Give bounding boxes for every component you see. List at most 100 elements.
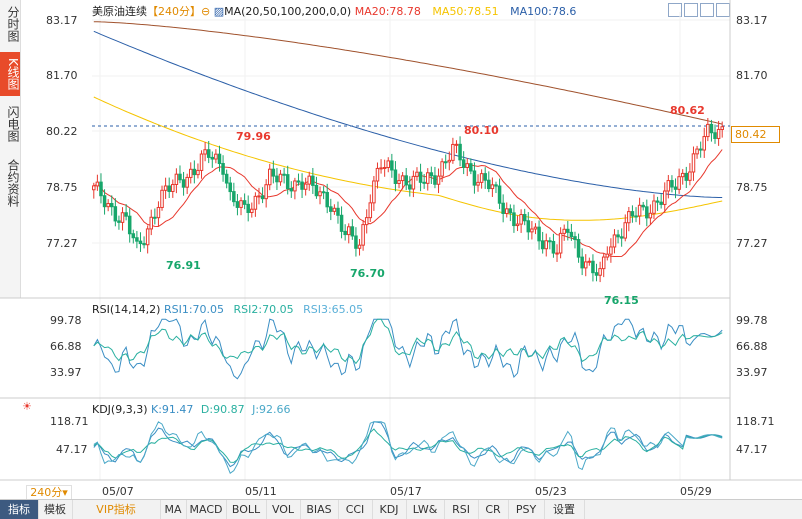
tab-lightning[interactable]: 闪电图: [6, 106, 20, 142]
candle-body: [465, 163, 470, 168]
ma-label[interactable]: MA(20,50,100,200,0,0): [224, 5, 352, 18]
candle-body: [393, 169, 398, 184]
toolbar-rsi[interactable]: RSI: [444, 500, 479, 519]
period-selector-label: 240分: [30, 486, 63, 499]
candle-body: [160, 189, 164, 208]
candle-body: [307, 175, 312, 185]
candle-body: [433, 175, 437, 185]
candle-body: [332, 207, 337, 212]
candle-body: [386, 160, 391, 168]
x-tick-3: 05/23: [535, 485, 567, 498]
candle-body: [336, 207, 340, 216]
tab-timeshare[interactable]: 分时图: [6, 6, 20, 42]
candle-body: [530, 228, 534, 233]
ma200-line: [93, 21, 723, 125]
candle-body: [214, 153, 218, 160]
candle-body: [472, 170, 477, 186]
toolbar-template[interactable]: 模板: [38, 500, 73, 519]
zoom-in-icon[interactable]: [684, 3, 698, 17]
candle-body: [131, 233, 136, 239]
move-icon[interactable]: [668, 3, 682, 17]
instrument-title: 美原油连续: [92, 5, 147, 18]
candle-body: [598, 268, 602, 276]
candle-body: [555, 252, 559, 255]
settings-sun-icon[interactable]: ☀: [22, 400, 32, 413]
rsi3-label: RSI3:65.05: [303, 303, 364, 316]
candle-body: [142, 243, 146, 246]
zoom-out-icon[interactable]: [700, 3, 714, 17]
candle-body: [382, 166, 387, 169]
toolbar-vol[interactable]: VOL: [266, 500, 301, 519]
chart-legend: 美原油连续【240分】⊖ ▨MA(20,50,100,200,0,0) MA20…: [92, 3, 576, 19]
toolbar-boll[interactable]: BOLL: [226, 500, 267, 519]
ma-settings-icon[interactable]: ⊖: [201, 5, 211, 18]
candle-body: [695, 148, 699, 155]
candle-body: [99, 181, 103, 197]
candle-body: [652, 200, 656, 214]
tab-kline[interactable]: K线图: [0, 52, 20, 96]
candle-body: [713, 132, 717, 139]
candle-body: [655, 200, 660, 203]
candle-body: [264, 184, 268, 200]
candle-body: [181, 179, 186, 188]
toolbar-cr[interactable]: CR: [478, 500, 509, 519]
candle-body: [415, 171, 419, 177]
price-annotations: 79.96 80.10 80.62 76.91 76.70 76.15: [166, 104, 705, 307]
candle-body: [167, 185, 171, 192]
tab-contract-info[interactable]: 合约资料: [6, 159, 20, 207]
candle-body: [408, 184, 412, 190]
candle-body: [397, 180, 401, 184]
candle-body: [609, 246, 613, 255]
candle-body: [670, 180, 674, 188]
candle-body: [404, 175, 408, 186]
toolbar-ma[interactable]: MA: [160, 500, 187, 519]
toolbar-kdj[interactable]: KDJ: [372, 500, 407, 519]
period-label: 【240分】: [147, 5, 201, 18]
candle-body: [519, 214, 523, 225]
kdj-tick-left-0: 118.71: [50, 415, 89, 428]
ma20-label: MA20:78.78: [354, 5, 421, 18]
candle-body: [522, 214, 527, 222]
kdj-legend: KDJ(9,3,3) K:91.47 D:90.87 J:92.66: [92, 403, 291, 416]
toolbar-settings[interactable]: 设置: [544, 500, 585, 519]
candle-body: [469, 163, 473, 172]
toolbar-lwr[interactable]: LW&: [406, 500, 445, 519]
candle-body: [483, 173, 487, 181]
candle-body: [512, 212, 516, 227]
toolbar-macd[interactable]: MACD: [186, 500, 227, 519]
candle-body: [372, 180, 376, 204]
candle-body: [422, 181, 426, 184]
toolbar-indicator[interactable]: 指标: [0, 500, 39, 519]
candle-body: [149, 216, 154, 230]
toolbar-psy[interactable]: PSY: [508, 500, 545, 519]
candle-body: [361, 224, 365, 246]
candle-body: [364, 217, 369, 226]
candle-body: [497, 185, 502, 204]
annotation-low-3: 76.15: [604, 294, 639, 307]
candle-body: [619, 236, 624, 239]
x-tick-4: 05/29: [680, 485, 712, 498]
candle-body: [490, 184, 495, 190]
y-tick-right-4: 77.27: [736, 237, 768, 250]
toolbar-vip-indicator[interactable]: VIP指标: [72, 500, 161, 519]
candle-body: [357, 244, 362, 249]
rsi2-label: RSI2:70.05: [233, 303, 294, 316]
candle-body: [311, 175, 315, 186]
candle-body: [612, 234, 617, 248]
candle-body: [623, 222, 628, 239]
candle-body: [390, 160, 394, 171]
toolbar-cci[interactable]: CCI: [338, 500, 373, 519]
kdj-label[interactable]: KDJ(9,3,3): [92, 403, 148, 416]
current-price-tag: 80.42: [731, 126, 780, 143]
candle-body: [443, 161, 448, 164]
candle-body: [120, 212, 125, 223]
candle-body: [271, 168, 276, 177]
candle-body: [246, 203, 250, 213]
rsi-legend: RSI(14,14,2) RSI1:70.05 RSI2:70.05 RSI3:…: [92, 303, 363, 316]
candle-body: [109, 203, 114, 208]
y-tick-left-1: 81.70: [46, 69, 78, 82]
y-tick-left-4: 77.27: [46, 237, 78, 250]
rsi-label[interactable]: RSI(14,14,2): [92, 303, 161, 316]
annotation-low-1: 76.91: [166, 259, 201, 272]
toolbar-bias[interactable]: BIAS: [300, 500, 339, 519]
